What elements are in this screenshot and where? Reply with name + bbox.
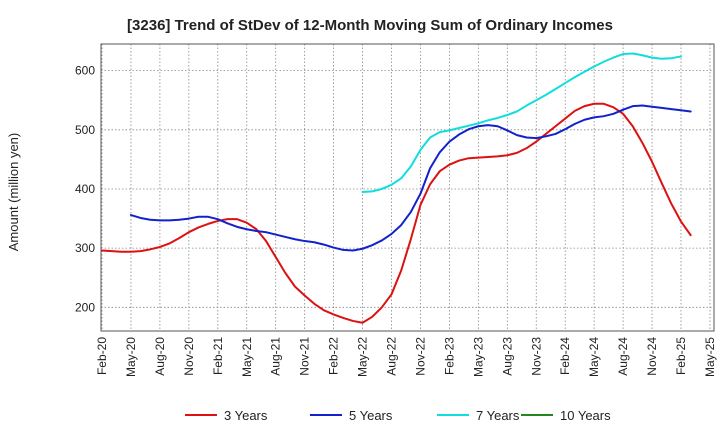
- y-tick-label: 200: [75, 300, 95, 314]
- x-tick-label: May-21: [240, 337, 254, 377]
- x-axis-ticks: Feb-20 May-20 Aug-20 Nov-20 Feb-21 May-21 Aug-…: [95, 337, 717, 377]
- x-tick-label: Nov-21: [298, 337, 312, 376]
- x-tick-label: Nov-24: [645, 337, 659, 376]
- y-tick-label: 300: [75, 241, 95, 255]
- x-tick-label: Nov-20: [182, 337, 196, 376]
- y-tick-label: 500: [75, 123, 95, 137]
- x-tick-label: Feb-25: [674, 337, 688, 375]
- x-tick-label: May-25: [703, 337, 717, 377]
- x-tick-label: Nov-22: [413, 337, 427, 376]
- x-tick-label: Feb-21: [211, 337, 225, 375]
- x-tick-label: May-20: [124, 337, 138, 377]
- y-tick-label: 600: [75, 64, 95, 78]
- legend-label: 3 Years: [224, 408, 268, 423]
- x-tick-label: May-22: [356, 337, 370, 377]
- x-tick-label: Aug-20: [153, 337, 167, 376]
- x-tick-label: Feb-24: [558, 337, 572, 375]
- series-line-3-years: [101, 102, 692, 324]
- x-tick-label: Feb-22: [327, 337, 341, 375]
- legend-label: 10 Years: [560, 408, 611, 423]
- x-tick-label: Feb-20: [95, 337, 109, 375]
- legend-item: 10 Years: [521, 408, 611, 423]
- x-tick-label: Aug-24: [616, 337, 630, 376]
- legend-label: 7 Years: [476, 408, 520, 423]
- series-lines: [101, 52, 692, 324]
- legend-item: 5 Years: [310, 408, 393, 423]
- x-tick-label: Aug-21: [269, 337, 283, 376]
- series-line-5-years: [129, 104, 692, 252]
- legend-label: 5 Years: [349, 408, 393, 423]
- y-axis-label: Amount (million yen): [6, 133, 21, 252]
- x-tick-label: Nov-23: [529, 337, 543, 376]
- plot-area-frame: [100, 43, 715, 332]
- legend-item: 3 Years: [185, 408, 268, 423]
- x-tick-label: Aug-22: [385, 337, 399, 376]
- chart-title: [3236] Trend of StDev of 12-Month Moving…: [127, 17, 613, 34]
- legend-item: 7 Years: [437, 408, 520, 423]
- y-tick-label: 400: [75, 182, 95, 196]
- y-axis-ticks: 200 300 400 500 600: [75, 64, 95, 315]
- series-line-7-years: [361, 52, 682, 193]
- x-tick-label: Aug-23: [500, 337, 514, 376]
- grid: [101, 44, 714, 331]
- x-tick-label: Feb-23: [442, 337, 456, 375]
- x-tick-label: May-23: [471, 337, 485, 377]
- legend: 3 Years 5 Years 7 Years 10 Years: [185, 408, 611, 423]
- x-tick-label: May-24: [587, 337, 601, 377]
